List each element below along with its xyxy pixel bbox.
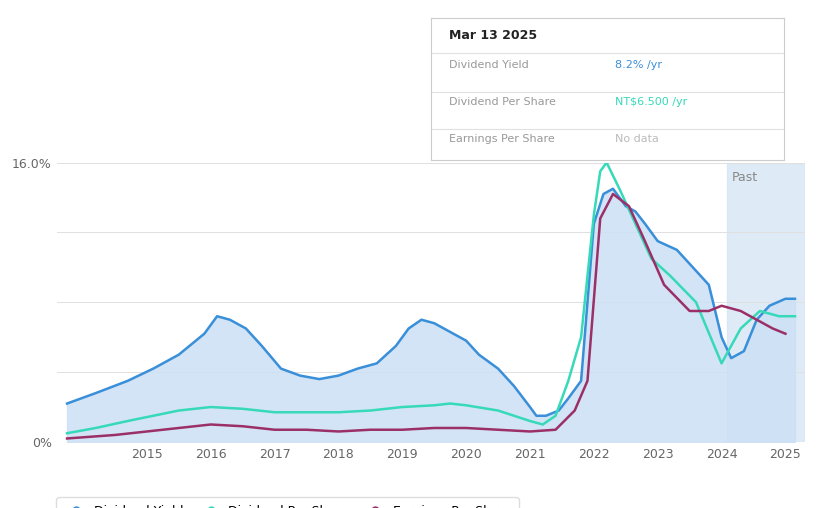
Legend: Dividend Yield, Dividend Per Share, Earnings Per Share: Dividend Yield, Dividend Per Share, Earn… bbox=[57, 497, 519, 508]
Text: Earnings Per Share: Earnings Per Share bbox=[449, 135, 554, 144]
Text: Dividend Yield: Dividend Yield bbox=[449, 60, 529, 71]
Text: Mar 13 2025: Mar 13 2025 bbox=[449, 29, 537, 42]
Bar bbox=[727, 163, 805, 442]
Text: 8.2% /yr: 8.2% /yr bbox=[615, 60, 662, 71]
Text: Past: Past bbox=[732, 171, 758, 184]
Text: No data: No data bbox=[615, 135, 658, 144]
Text: Dividend Per Share: Dividend Per Share bbox=[449, 98, 556, 107]
Text: NT$6.500 /yr: NT$6.500 /yr bbox=[615, 98, 687, 107]
